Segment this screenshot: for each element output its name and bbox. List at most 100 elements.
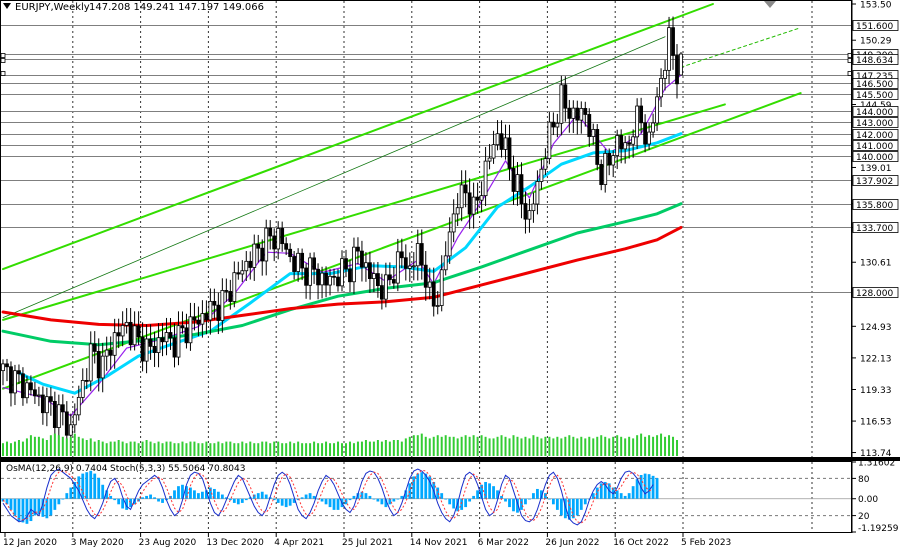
candle-body xyxy=(200,313,205,325)
volume-bar xyxy=(516,436,519,456)
volume-bar xyxy=(133,441,136,456)
volume-bar xyxy=(452,436,455,456)
candle-body xyxy=(515,174,520,192)
osma-bar xyxy=(153,497,156,499)
y-tick-label: 153.50 xyxy=(860,1,892,11)
osma-bar xyxy=(320,498,324,502)
volume-bar xyxy=(568,435,571,456)
y-tick-label: 122.13 xyxy=(860,354,892,364)
candle-body xyxy=(216,304,221,321)
oscillator-panel-border xyxy=(0,461,852,533)
candle-body xyxy=(387,274,392,280)
y-tick-label: 144.59 xyxy=(860,101,892,111)
osma-bar xyxy=(45,498,49,519)
volume-bar xyxy=(488,438,491,456)
candle-body xyxy=(40,394,45,414)
osma-bar xyxy=(224,497,228,499)
candle-body xyxy=(352,246,356,283)
volume-bar xyxy=(560,438,563,456)
time-axis[interactable]: 12 Jan 2020 3 May 2020 23 Aug 2020 13 Dec 2… xyxy=(3,533,731,548)
candle-body xyxy=(368,262,372,279)
osma-bar xyxy=(5,498,9,505)
osma-bar xyxy=(635,479,639,499)
candle-body xyxy=(647,131,651,145)
volume-bar xyxy=(520,438,523,456)
candle-body xyxy=(611,155,616,166)
volume-bar xyxy=(137,443,140,456)
osma-bar xyxy=(476,490,479,499)
level-label-box xyxy=(852,129,899,140)
osma-bar xyxy=(575,498,579,516)
osma-bar xyxy=(520,498,523,510)
osma-bar xyxy=(240,498,244,503)
candle-body xyxy=(60,404,65,413)
volume-bar xyxy=(21,441,24,456)
candle-body xyxy=(112,332,117,356)
candle-body xyxy=(316,268,320,286)
main-panel[interactable] xyxy=(0,0,853,533)
candle-body xyxy=(204,313,209,321)
candle-body xyxy=(471,196,476,215)
candle-body xyxy=(13,370,17,394)
osma-bar xyxy=(563,498,567,519)
candle-body xyxy=(192,316,197,321)
osma-bar xyxy=(157,498,160,502)
vertical-grid xyxy=(72,1,813,532)
osma-bar xyxy=(228,498,232,501)
osma-bar xyxy=(536,488,539,499)
candle-body xyxy=(391,279,396,284)
oscillator-panel[interactable]: OsMA(12,26,9) 0.7404 Stoch(5,3,3) 55.506… xyxy=(0,459,899,535)
volume-bar xyxy=(396,440,399,456)
osma-bar xyxy=(452,498,456,509)
osma-bar xyxy=(528,498,531,500)
level-handle xyxy=(0,53,6,58)
volume-bar xyxy=(364,440,367,456)
volume-bar xyxy=(65,438,68,456)
volume-bar xyxy=(229,441,232,456)
stoch-signal-line xyxy=(2,469,654,524)
level-label: 147.235 xyxy=(856,72,893,82)
candle-body xyxy=(336,276,340,287)
candle-body xyxy=(260,247,265,262)
candle-body xyxy=(451,213,456,233)
level-label-box xyxy=(852,117,899,128)
volume-bar xyxy=(217,441,220,456)
level-label: 144.000 xyxy=(856,108,893,118)
one-click-trading-arrow-icon[interactable] xyxy=(764,1,776,8)
volume-bar xyxy=(25,438,28,456)
volume-bar xyxy=(249,441,252,456)
volume-bar xyxy=(13,441,16,456)
x-tick-label: 6 Mar 2022 xyxy=(478,538,529,548)
candle-body xyxy=(33,389,37,397)
candle-body xyxy=(399,251,404,259)
osma-bar xyxy=(595,487,599,499)
candle-body xyxy=(539,168,544,182)
volume-bar xyxy=(668,435,671,456)
volume-bar xyxy=(608,438,611,456)
volume-bar xyxy=(564,436,567,456)
candle-body xyxy=(180,325,185,329)
osma-bar xyxy=(264,494,268,499)
candle-body xyxy=(324,272,328,286)
volume-bar xyxy=(484,436,487,456)
symbol-dropdown-icon[interactable] xyxy=(3,3,11,9)
osma-bar xyxy=(208,487,212,499)
candle-body xyxy=(288,248,293,257)
osma-bar xyxy=(81,473,85,499)
osma-bar xyxy=(73,481,77,499)
osc-tick-label: -1.19259 xyxy=(858,524,899,534)
osma-bar xyxy=(484,481,487,499)
volume-bar xyxy=(468,436,471,456)
volume-bar xyxy=(536,436,539,456)
volume-bar xyxy=(632,438,635,456)
osma-bar xyxy=(571,498,575,519)
volume-bar xyxy=(9,443,12,456)
osma-bar xyxy=(651,475,655,499)
osma-bar xyxy=(181,484,184,499)
candle-body xyxy=(92,343,97,352)
candle-body xyxy=(364,262,368,268)
osma-bar xyxy=(65,493,69,499)
osma-bar xyxy=(559,498,563,516)
level-label: 133.700 xyxy=(856,224,893,234)
volume-bar xyxy=(197,443,200,456)
